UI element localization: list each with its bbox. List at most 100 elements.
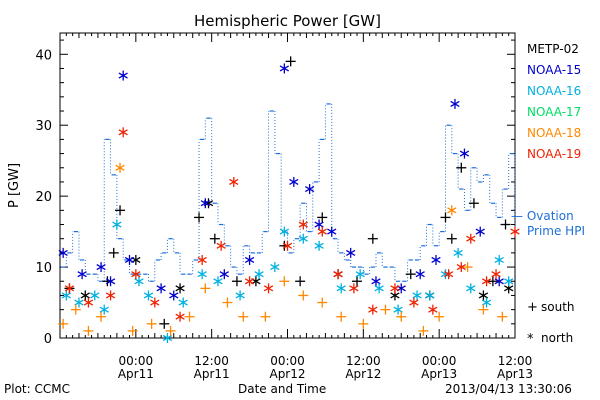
legend-south-symbol: + [527, 300, 538, 315]
north-marker-stroke [456, 264, 466, 271]
north-marker [200, 198, 211, 209]
x-tick-label-time: 00:00 [422, 354, 457, 368]
north-marker [333, 269, 343, 280]
north-marker-stroke [99, 306, 109, 313]
timestamp: 2013/04/13 13:30:06 [445, 382, 572, 396]
north-marker-stroke [374, 285, 384, 292]
south-marker [317, 212, 328, 223]
north-marker-stroke [298, 235, 308, 242]
north-marker [105, 276, 116, 287]
south-marker [238, 311, 249, 322]
x-tick-label-date: Apr12 [345, 367, 381, 381]
north-marker [112, 219, 122, 230]
north-marker-stroke [61, 292, 71, 299]
legend-layer: METP-02 NOAA-15 NOAA-16 NOAA-17 NOAA-18 NOAA-… [511, 42, 585, 347]
north-marker [327, 226, 337, 237]
north-marker-stroke [393, 306, 403, 313]
north-marker-stroke [412, 292, 422, 299]
north-marker-stroke [244, 278, 255, 285]
north-marker [156, 283, 166, 294]
north-marker [510, 226, 520, 237]
north-marker-stroke [317, 228, 327, 235]
south-marker [456, 162, 467, 173]
north-marker [415, 269, 425, 280]
north-marker [396, 283, 406, 294]
north-marker-stroke [390, 292, 400, 299]
north-marker [459, 148, 470, 159]
north-marker-stroke [197, 271, 207, 278]
north-marker-stroke [112, 221, 122, 228]
north-marker [443, 269, 454, 280]
north-marker [216, 240, 226, 251]
north-marker-stroke [409, 299, 419, 306]
north-marker [431, 254, 441, 265]
north-marker [235, 290, 245, 301]
north-marker-stroke [200, 200, 211, 207]
north-marker [282, 240, 293, 251]
north-marker [118, 127, 128, 138]
north-marker [298, 233, 308, 244]
north-marker-stroke [510, 228, 520, 235]
north-marker-stroke [178, 299, 188, 306]
north-marker-stroke [263, 285, 274, 292]
south-marker [231, 276, 242, 287]
north-marker-stroke [314, 221, 324, 228]
north-marker-stroke [216, 242, 226, 249]
south-marker [418, 325, 429, 336]
north-marker [456, 262, 466, 273]
south-marker [298, 290, 309, 301]
south-marker [165, 325, 176, 336]
north-marker-stroke [304, 185, 315, 193]
north-marker [466, 283, 476, 294]
north-marker-stroke [478, 292, 489, 299]
x-tick-label-time: 00:00 [270, 354, 305, 368]
north-marker-stroke [235, 292, 245, 299]
north-marker-stroke [175, 285, 185, 292]
north-marker-stroke [282, 242, 293, 249]
north-marker-stroke [390, 285, 400, 292]
south-marker [295, 276, 306, 287]
north-marker-stroke [105, 278, 116, 285]
north-marker [197, 254, 207, 265]
north-marker-stroke [298, 221, 308, 228]
north-marker [96, 262, 106, 273]
south-marker [159, 318, 170, 329]
north-marker [317, 226, 327, 237]
south-marker [396, 311, 407, 322]
north-marker-stroke [64, 285, 75, 292]
north-marker [481, 276, 492, 287]
north-marker [494, 254, 504, 265]
north-marker-stroke [428, 306, 438, 313]
x-tick-label-date: Apr12 [269, 367, 305, 381]
north-marker [175, 311, 185, 322]
north-marker-stroke [336, 285, 346, 292]
north-marker [244, 276, 255, 287]
legend-ovation-line1: — Ovation [511, 209, 574, 223]
north-marker-stroke [270, 264, 280, 271]
north-marker-stroke [229, 178, 239, 186]
north-marker-stroke [447, 207, 457, 214]
north-marker [178, 297, 188, 308]
north-marker [162, 333, 173, 343]
north-marker [229, 176, 239, 187]
north-marker [491, 269, 501, 280]
north-marker-stroke [314, 242, 324, 249]
y-tick-label: 0 [44, 332, 52, 347]
y-tick-label: 40 [35, 48, 52, 63]
north-marker [131, 254, 141, 265]
legend-entry: NOAA-15 [527, 63, 581, 77]
north-marker-stroke [466, 235, 476, 242]
north-marker-stroke [443, 271, 454, 278]
north-marker [124, 254, 135, 265]
south-marker [380, 304, 391, 315]
north-marker-stroke [481, 299, 492, 306]
legend-south-label: south [541, 300, 575, 314]
north-marker-stroke [143, 292, 154, 299]
north-marker-stroke [197, 256, 207, 264]
north-marker [219, 269, 229, 280]
south-marker [115, 205, 126, 216]
north-marker [425, 290, 435, 301]
north-marker [83, 297, 94, 308]
south-marker [260, 311, 271, 322]
